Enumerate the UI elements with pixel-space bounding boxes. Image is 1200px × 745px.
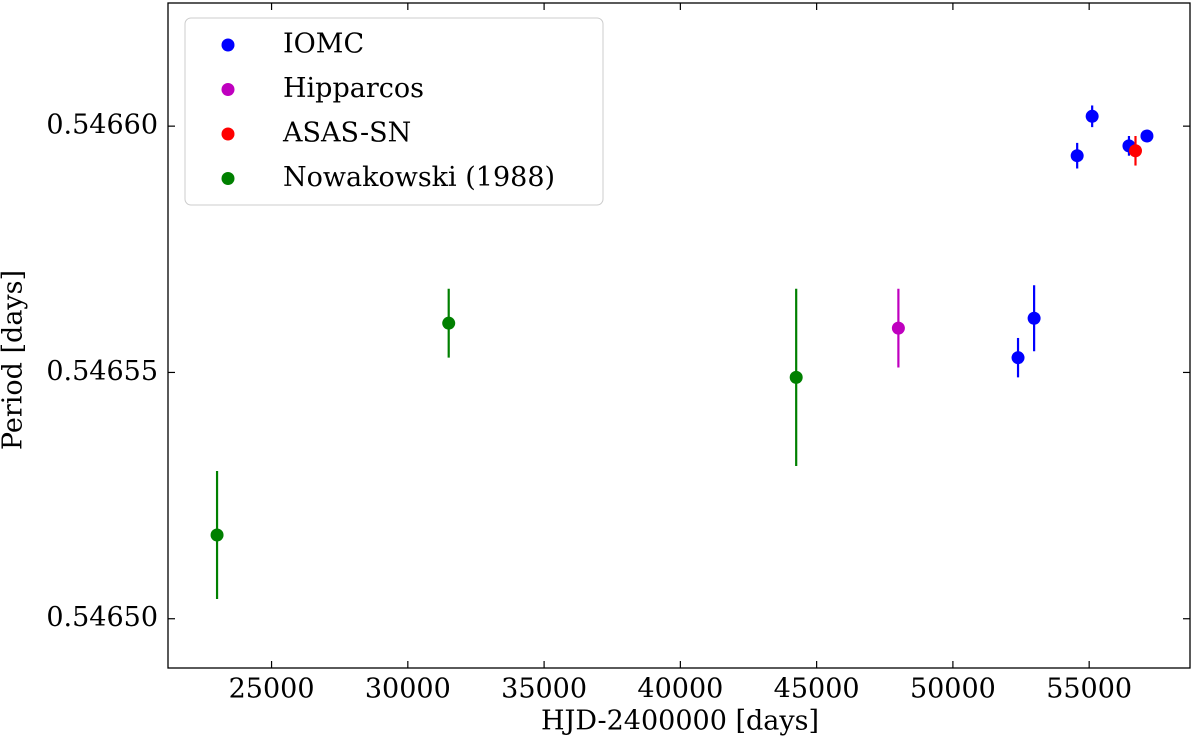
y-tick-label: 0.54650 (46, 602, 158, 633)
data-point (891, 321, 905, 335)
legend-label: Hipparcos (283, 73, 424, 104)
data-point (1070, 149, 1084, 163)
x-tick-label: 40000 (637, 674, 723, 705)
x-tick-label: 30000 (365, 674, 451, 705)
data-point (210, 528, 224, 542)
x-tick-label: 35000 (501, 674, 587, 705)
data-point (1140, 129, 1154, 143)
x-tick-label: 25000 (229, 674, 315, 705)
x-tick-label: 45000 (774, 674, 860, 705)
legend-marker (221, 38, 235, 52)
legend-marker (221, 127, 235, 141)
x-tick-label: 55000 (1046, 674, 1132, 705)
plot-frame (167, 2, 1191, 669)
data-point (1128, 144, 1142, 158)
legend-marker (221, 172, 235, 185)
data-point (1027, 311, 1041, 325)
y-tick-label: 0.54655 (46, 356, 158, 387)
legend-marker (221, 83, 235, 96)
legend-label: Nowakowski (1988) (283, 162, 555, 193)
y-axis-label: Period [days] (0, 270, 29, 450)
data-point (1011, 351, 1025, 365)
legend-label: IOMC (283, 29, 364, 60)
x-tick-label: 50000 (910, 674, 996, 705)
data-point (789, 370, 803, 384)
data-point (1085, 109, 1099, 123)
legend-label: ASAS-SN (282, 118, 411, 149)
legend-box (184, 17, 604, 206)
x-axis-label: HJD-2400000 [days] (541, 706, 819, 737)
data-point (442, 316, 456, 330)
y-tick-label: 0.54660 (46, 110, 158, 141)
